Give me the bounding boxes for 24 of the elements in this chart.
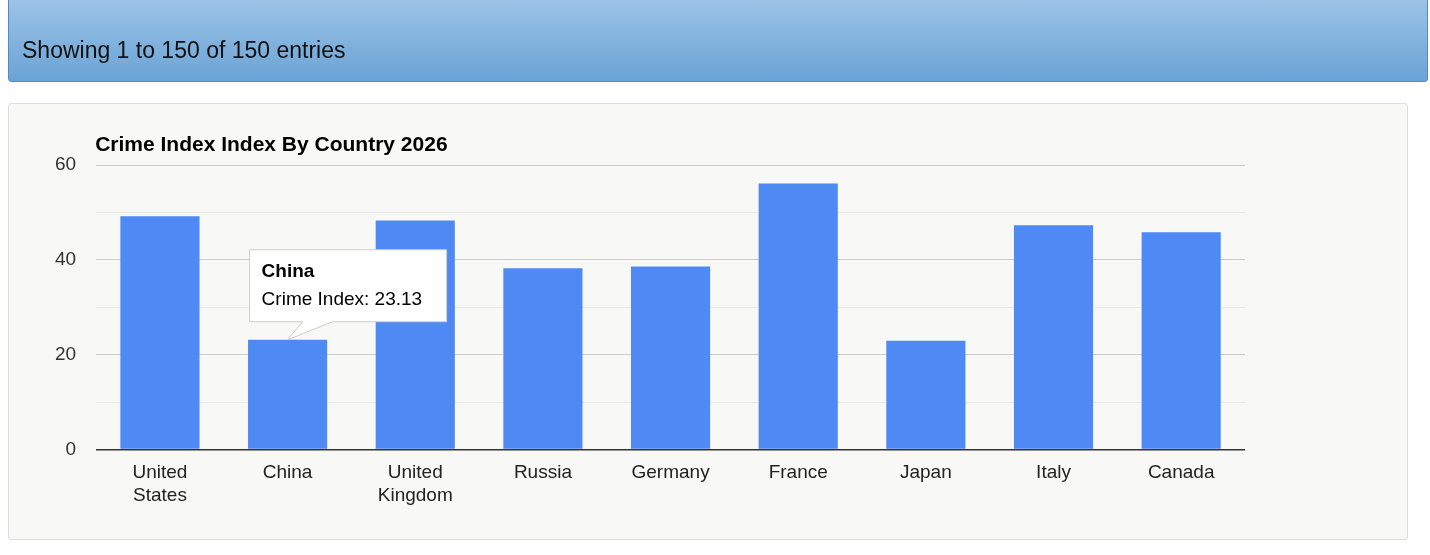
x-tick-label: France (768, 461, 828, 483)
x-tick-label: Japan (899, 461, 952, 483)
x-tick-label: Italy (1036, 461, 1072, 483)
bar (503, 268, 583, 449)
x-tick-label: Russia (513, 461, 573, 483)
annotation: China (261, 260, 315, 281)
y-tick-label: 20 (54, 342, 77, 364)
y-tick-label: 0 (65, 437, 77, 459)
chart-title: Crime Index Index By Country 2026 (95, 131, 448, 155)
x-tick-label: Canada (1147, 461, 1215, 483)
text: Showing 1 to 150 of 150 entries (22, 37, 346, 64)
bar (758, 183, 838, 449)
annotation: Crime Index: 23.13 (261, 288, 423, 309)
bar (1013, 225, 1094, 449)
y-tick-label: 40 (54, 248, 77, 270)
x-tick-label: Germany (631, 461, 711, 483)
x-tick-label: United States (132, 461, 188, 505)
bar (631, 266, 711, 449)
x-tick-label: United Kingdom (377, 461, 453, 505)
bar (1141, 232, 1221, 449)
x-tick-label: China (262, 461, 313, 483)
y-tick-label: 60 (54, 153, 77, 175)
bar (886, 340, 966, 449)
bar (120, 216, 200, 449)
